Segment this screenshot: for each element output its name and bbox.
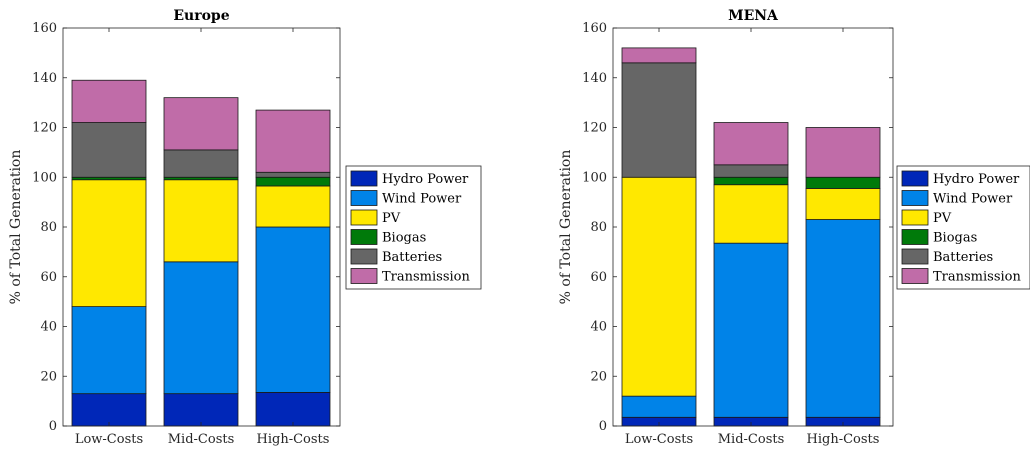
y-tick-label: 140	[582, 71, 607, 86]
legend-swatch-batteries	[350, 248, 378, 265]
legend-label: Transmission	[382, 270, 470, 285]
bar-segment-pv-low-costs	[71, 179, 147, 308]
legend: Hydro Power Wind Power PV Biogas Batteries Tr…	[345, 165, 482, 290]
y-tick-label: 60	[590, 270, 607, 285]
legend-swatch-transmission	[350, 268, 378, 284]
bar-segment-hydro-power-mid-costs	[163, 393, 239, 427]
legend-label: Hydro Power	[382, 172, 469, 187]
legend-swatch-biogas	[350, 229, 378, 245]
y-axis-label: % of Total Generation	[558, 150, 574, 305]
legend-label: Wind Power	[382, 192, 462, 207]
y-tick-label: 120	[32, 121, 57, 136]
bar-segment-transmission-mid-costs	[713, 122, 789, 166]
y-tick-label: 20	[40, 369, 57, 384]
bar-segment-wind-power-high-costs	[805, 219, 881, 418]
chart-title: MENA	[728, 8, 779, 24]
y-tick-label: 120	[582, 121, 607, 136]
bar-segment-transmission-high-costs	[255, 109, 331, 173]
y-tick-label: 40	[40, 320, 57, 335]
legend-label: Batteries	[933, 250, 993, 265]
bar-segment-batteries-low-costs	[71, 122, 147, 178]
bar-segment-batteries-mid-costs	[713, 164, 789, 178]
bar-segment-hydro-power-low-costs	[71, 393, 147, 427]
chart-title: Europe	[173, 8, 229, 24]
bar-segment-biogas-mid-costs	[713, 176, 789, 186]
legend-label: Wind Power	[933, 192, 1013, 207]
y-tick-label: 20	[590, 369, 607, 384]
y-axis-label: % of Total Generation	[8, 150, 24, 305]
y-tick-label: 80	[590, 220, 607, 235]
bar-segment-pv-high-costs	[255, 185, 331, 228]
y-tick-label: 100	[582, 170, 607, 185]
legend-swatch-batteries	[901, 248, 929, 265]
y-tick-label: 160	[582, 21, 607, 36]
bar-segment-transmission-mid-costs	[163, 97, 239, 151]
bar-segment-pv-mid-costs	[713, 184, 789, 244]
bar-segment-wind-power-low-costs	[621, 395, 697, 418]
legend-label: Batteries	[382, 250, 442, 265]
legend: Hydro Power Wind Power PV Biogas Batteries Tr…	[896, 165, 1030, 290]
y-tick-label: 100	[32, 170, 57, 185]
bar-segment-wind-power-low-costs	[71, 306, 147, 395]
bar-segment-transmission-low-costs	[71, 79, 147, 123]
bar-segment-batteries-high-costs	[255, 171, 331, 178]
bar-segment-batteries-mid-costs	[163, 149, 239, 178]
x-tick-label: Low-Costs	[75, 432, 143, 447]
legend-label: Transmission	[933, 270, 1021, 285]
y-tick-label: 60	[40, 270, 57, 285]
bar-segment-pv-low-costs	[621, 176, 697, 397]
x-tick-label: Mid-Costs	[168, 432, 235, 447]
y-tick-label: 40	[590, 320, 607, 335]
legend-label: PV	[382, 211, 401, 226]
x-tick-label: High-Costs	[257, 432, 330, 447]
x-tick-label: Mid-Costs	[718, 432, 785, 447]
legend-swatch-wind-power	[350, 190, 378, 206]
y-tick-label: 140	[32, 71, 57, 86]
legend-label: PV	[933, 211, 952, 226]
bar-segment-batteries-low-costs	[621, 62, 697, 178]
bar-segment-wind-power-mid-costs	[713, 242, 789, 418]
bar-segment-biogas-high-costs	[255, 176, 331, 187]
legend-swatch-biogas	[901, 229, 929, 245]
x-tick-label: Low-Costs	[625, 432, 693, 447]
y-tick-label: 80	[40, 220, 57, 235]
chart-mena: 0 20 40 60 80 100 120 140 160 Low-Costs Mid-Costs H…	[558, 8, 1030, 447]
bar-segment-hydro-power-high-costs	[255, 392, 331, 427]
x-tick-label: High-Costs	[807, 432, 880, 447]
y-tick-label: 0	[599, 419, 607, 434]
y-tick-label: 0	[49, 419, 57, 434]
bar-segment-transmission-high-costs	[805, 127, 881, 178]
legend-swatch-hydro-power	[901, 170, 929, 187]
y-tick-label: 160	[32, 21, 57, 36]
legend-label: Biogas	[382, 231, 426, 246]
legend-swatch-wind-power	[901, 190, 929, 206]
legend-swatch-hydro-power	[350, 170, 378, 187]
bar-segment-pv-high-costs	[805, 188, 881, 220]
bar-segment-transmission-low-costs	[621, 47, 697, 64]
legend-swatch-pv	[350, 209, 378, 226]
legend-label: Hydro Power	[933, 172, 1020, 187]
chart-europe: 0 20 40 60 80 100 120 140 160 Low-Costs Mid-Costs H…	[8, 8, 482, 447]
bar-segment-pv-mid-costs	[163, 179, 239, 263]
bar-segment-wind-power-high-costs	[255, 226, 331, 393]
bar-segment-biogas-high-costs	[805, 176, 881, 189]
bar-segment-wind-power-mid-costs	[163, 261, 239, 395]
legend-label: Biogas	[933, 231, 977, 246]
legend-swatch-pv	[901, 209, 929, 226]
legend-swatch-transmission	[901, 268, 929, 284]
